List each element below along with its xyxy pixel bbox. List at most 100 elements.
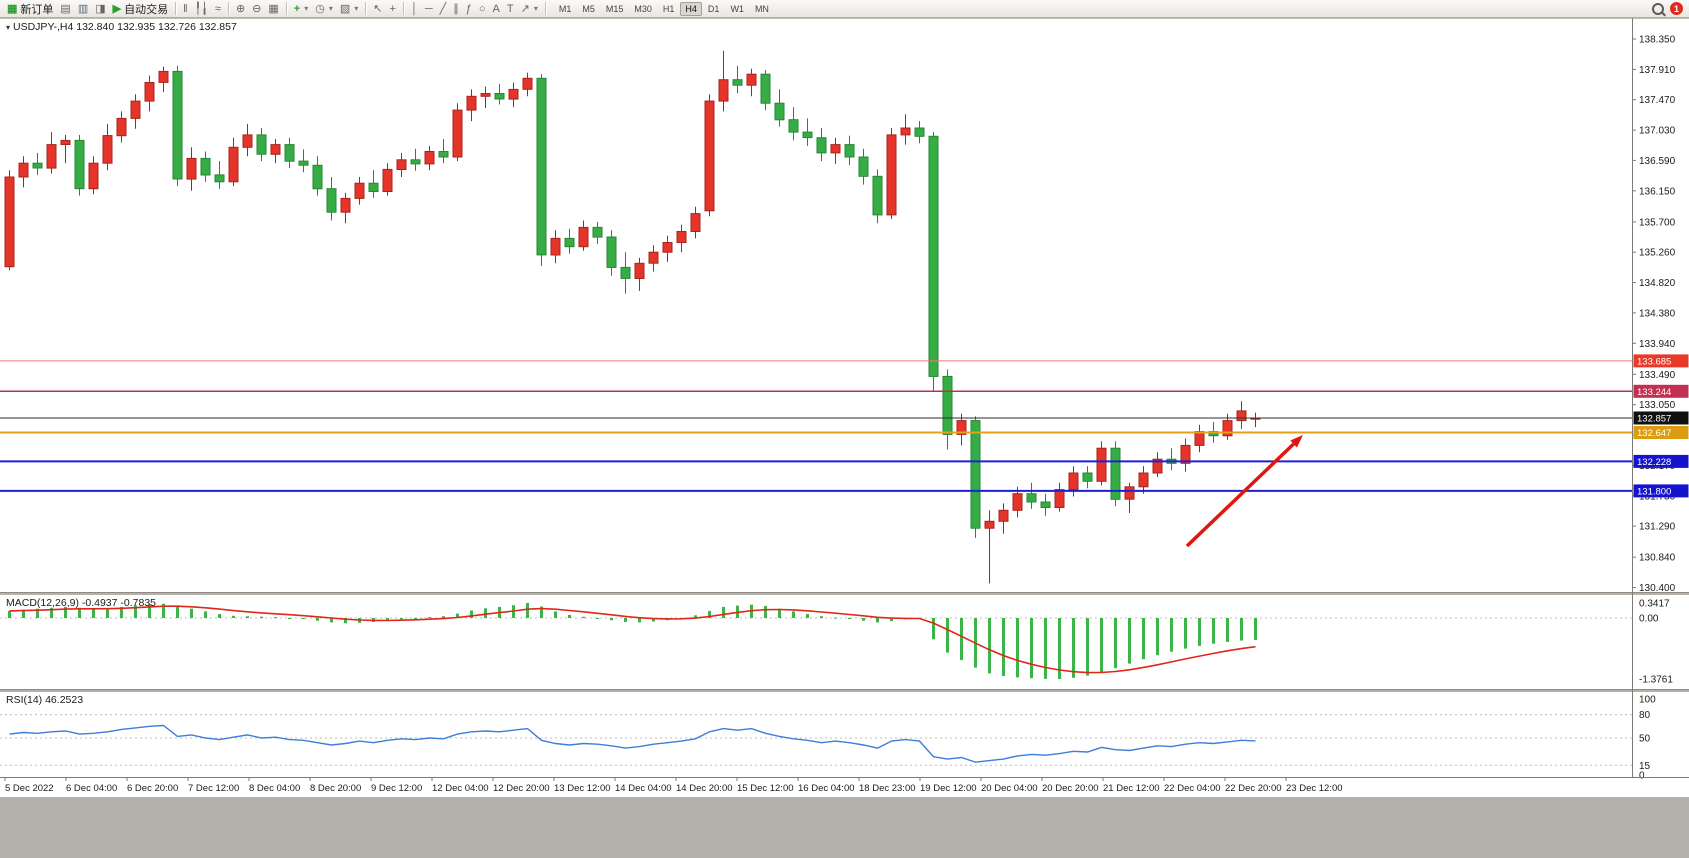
time-axis[interactable]: 5 Dec 2022 6 Dec 04:00 6 Dec 20:00 7 Dec 12… [0, 777, 1689, 795]
candle [270, 144, 281, 155]
svg-text:0.3417: 0.3417 [1639, 598, 1670, 609]
candle [1236, 410, 1247, 422]
svg-text:130.840: 130.840 [1639, 553, 1676, 564]
svg-text:22 Dec 20:00: 22 Dec 20:00 [1225, 783, 1282, 794]
svg-text:20 Dec 04:00: 20 Dec 04:00 [981, 783, 1038, 794]
timeframe-button-m1[interactable]: M1 [558, 3, 572, 14]
svg-text:22 Dec 04:00: 22 Dec 04:00 [1164, 783, 1221, 794]
zoom-in-icon[interactable]: ⊕ [235, 2, 246, 15]
indicators-button[interactable]: + ▾ [291, 1, 311, 17]
templates-button[interactable]: ▧ ▾ [337, 1, 361, 17]
chart-window-icon[interactable]: ▤ [60, 2, 71, 15]
svg-text:6 Dec 20:00: 6 Dec 20:00 [127, 783, 178, 794]
svg-text:15 Dec 12:00: 15 Dec 12:00 [737, 783, 794, 794]
timeframe-button-w1[interactable]: W1 [730, 3, 744, 14]
timeframe-button-mn[interactable]: MN [754, 3, 769, 14]
candle [4, 176, 15, 268]
notification-badge[interactable]: 1 [1670, 2, 1683, 15]
search-icon[interactable] [1652, 2, 1664, 15]
timeframe-button-m30[interactable]: M30 [634, 3, 652, 14]
candle [718, 79, 729, 102]
candle [788, 119, 799, 133]
new-order-button[interactable]: ▦ 新订单 [4, 1, 56, 17]
fibonacci-tool-icon[interactable]: ƒ [465, 2, 472, 15]
horizontal-line-tool-icon[interactable]: ─ [424, 2, 433, 15]
cursor-icon[interactable]: ↖ [373, 2, 383, 15]
candle [1012, 493, 1023, 511]
symbol-ohlc-text: USDJPY-,H4 132.840 132.935 132.726 132.8… [13, 21, 237, 33]
candle [32, 162, 43, 169]
price-tag [1633, 484, 1689, 498]
main-toolbar: ▦ 新订单 ▤ ▥ ◨ ▶ 自动交易 ‖ ╿╽ ≈ ⊕ ⊖ ▦ + ▾ ◷ ▾ … [0, 0, 1689, 18]
collapse-icon[interactable]: ▾ [6, 23, 11, 32]
candle [1124, 486, 1135, 500]
candle [242, 134, 253, 148]
svg-text:8 Dec 20:00: 8 Dec 20:00 [310, 783, 361, 794]
tile-windows-icon[interactable]: ▦ [268, 2, 279, 15]
candle [802, 131, 813, 139]
periods-button[interactable]: ◷ ▾ [312, 1, 336, 17]
chart-plot-area[interactable] [0, 18, 1689, 797]
vertical-line-tool-icon[interactable]: │ [410, 2, 418, 15]
svg-text:135.700: 135.700 [1639, 217, 1676, 228]
svg-text:137.910: 137.910 [1639, 65, 1676, 76]
macd-label-text: MACD(12,26,9) -0.4937 -0.7835 [6, 597, 156, 609]
channel-tool-icon[interactable]: ∥ [453, 2, 459, 15]
svg-text:133.490: 133.490 [1639, 370, 1676, 381]
candle [298, 160, 309, 166]
profiles-icon[interactable]: ▥ [77, 2, 89, 15]
svg-text:135.260: 135.260 [1639, 248, 1676, 259]
zoom-out-icon[interactable]: ⊖ [252, 2, 262, 15]
candle [872, 175, 883, 216]
candle [1082, 472, 1093, 482]
svg-text:137.470: 137.470 [1639, 95, 1676, 106]
market-watch-icon[interactable]: ◨ [95, 2, 106, 15]
price-axis[interactable]: 138.350 137.910 137.470 137.030 136.590 136.1… [1632, 18, 1676, 782]
timeframe-button-m5[interactable]: M5 [582, 3, 595, 14]
macd-indicator-label: MACD(12,26,9) -0.4937 -0.7835 [6, 597, 156, 609]
panel-separator[interactable] [0, 689, 1689, 692]
timeframe-button-d1[interactable]: D1 [707, 3, 720, 14]
ellipse-tool-icon[interactable]: ○ [478, 2, 486, 15]
candle [676, 231, 687, 243]
toolbar-separator [402, 2, 404, 15]
price-tag [1633, 454, 1689, 468]
candle [102, 135, 113, 164]
trend-arrow[interactable] [1185, 435, 1303, 548]
candles-series [4, 50, 1261, 584]
new-order-icon: ▦ [7, 2, 18, 15]
auto-trading-button[interactable]: ▶ 自动交易 [110, 1, 171, 17]
text-tool-icon[interactable]: A [492, 2, 500, 15]
price-tag [1633, 411, 1689, 425]
svg-text:134.380: 134.380 [1639, 308, 1676, 319]
svg-text:15: 15 [1639, 761, 1651, 772]
trendline-tool-icon[interactable]: ╱ [439, 2, 447, 15]
panel-separator[interactable] [0, 592, 1689, 595]
timeframe-button-m15[interactable]: M15 [605, 3, 624, 14]
candle [1152, 458, 1163, 474]
candle [340, 197, 351, 213]
svg-text:131.800: 131.800 [1637, 486, 1671, 497]
svg-text:23 Dec 12:00: 23 Dec 12:00 [1286, 783, 1343, 794]
label-tool-icon[interactable]: T [506, 2, 514, 15]
line-chart-icon[interactable]: ≈ [214, 2, 221, 15]
crosshair-icon[interactable]: + [389, 2, 396, 15]
candle [46, 144, 57, 169]
bar-chart-icon[interactable]: ‖ [183, 2, 188, 15]
candlestick-icon[interactable]: ╿╽ [194, 2, 208, 15]
candle [956, 420, 967, 435]
candle [508, 88, 519, 100]
candle [1096, 447, 1107, 482]
svg-text:9 Dec 12:00: 9 Dec 12:00 [371, 783, 422, 794]
candle [774, 102, 785, 121]
arrows-tool-button[interactable]: ↗ ▾ [518, 1, 541, 17]
svg-text:7 Dec 12:00: 7 Dec 12:00 [188, 783, 239, 794]
toolbar-separator [544, 2, 546, 15]
candle [942, 375, 953, 435]
dropdown-caret-icon: ▾ [533, 4, 538, 13]
timeframe-button-h4[interactable]: H4 [680, 1, 702, 16]
svg-text:80: 80 [1639, 710, 1651, 721]
timeframe-button-h1[interactable]: H1 [662, 3, 675, 14]
candle [116, 117, 127, 137]
